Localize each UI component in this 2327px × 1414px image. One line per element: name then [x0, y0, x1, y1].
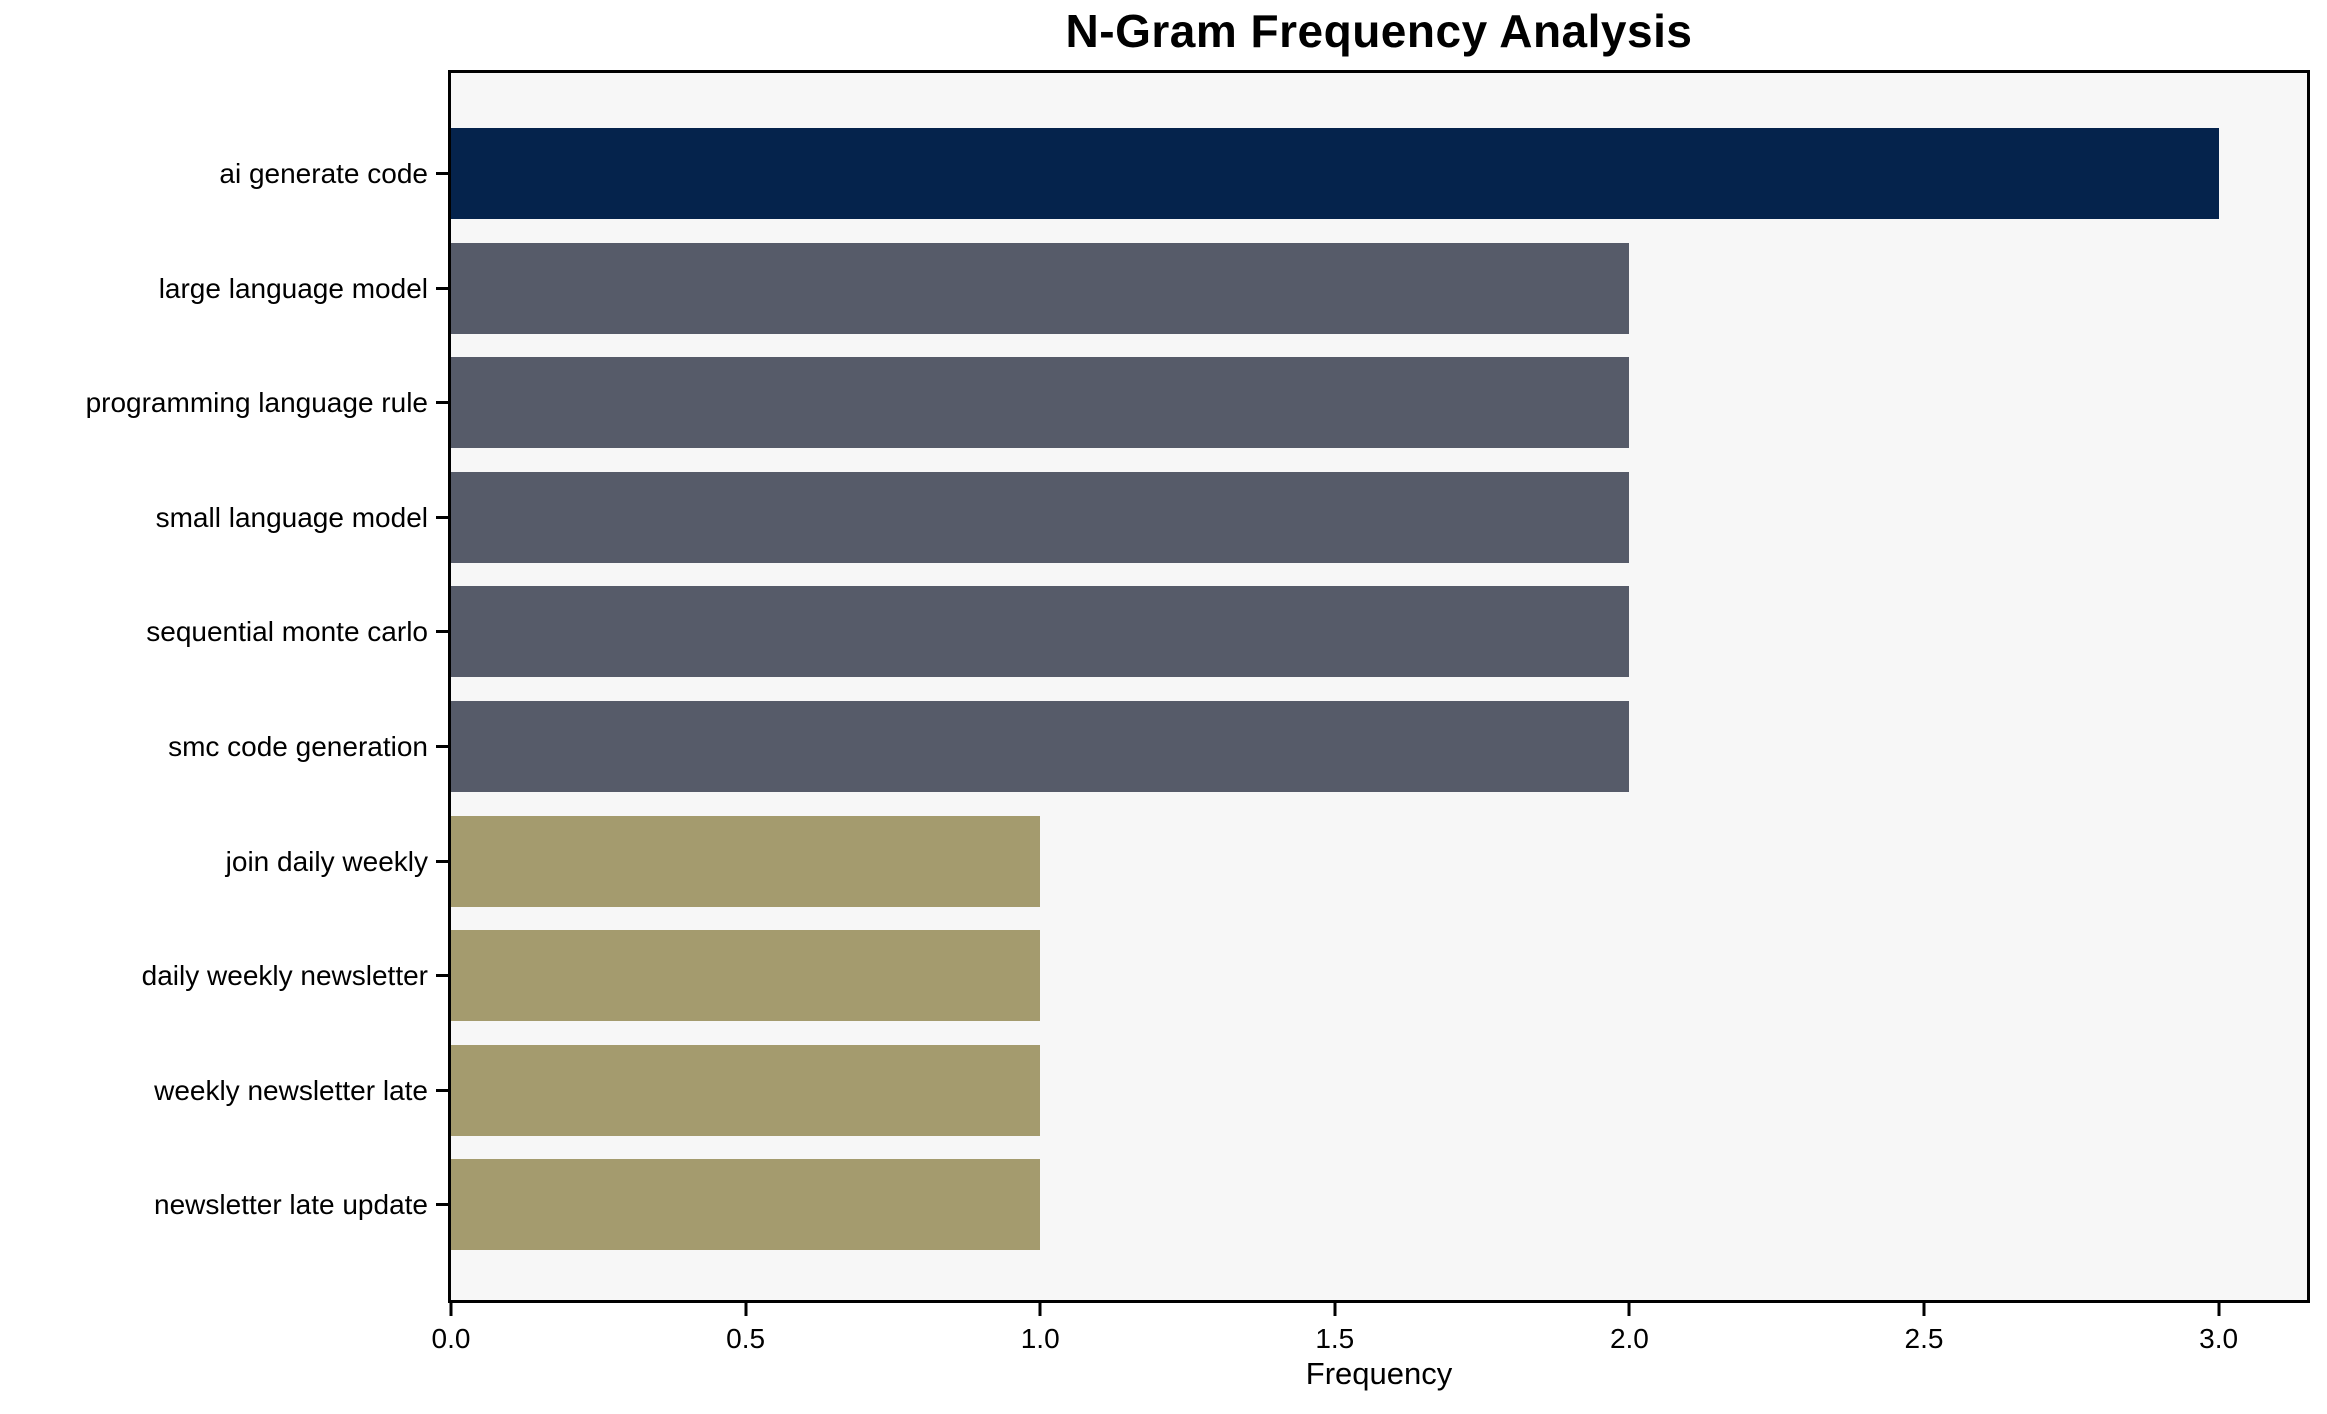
x-tick-label: 1.0: [1020, 1323, 1060, 1354]
x-tick-mark: [1627, 1303, 1631, 1316]
y-tick-mark: [436, 745, 448, 748]
x-tick-label: 0.0: [431, 1323, 471, 1354]
bar: [451, 1044, 1041, 1136]
bar: [451, 586, 1630, 678]
y-tick-mark: [436, 630, 448, 634]
y-tick-label: smc code generation: [168, 731, 428, 762]
bar: [451, 930, 1041, 1022]
x-tick-label: 1.5: [1315, 1323, 1355, 1354]
x-tick-label: 3.0: [2199, 1323, 2239, 1354]
y-tick-label: join daily weekly: [225, 845, 428, 877]
x-tick-label: 0.5: [726, 1323, 766, 1354]
x-tick-label: 2.5: [1904, 1323, 1944, 1354]
y-tick-label: weekly newsletter late: [154, 1074, 428, 1106]
y-axis-labels: ai generate code large language model prog…: [0, 73, 448, 1300]
x-axis-ticks: 0.0 0.5 1.0 1.5 2.0 2.5 3.0: [432, 1303, 2307, 1393]
y-tick-label: small language model: [155, 501, 428, 533]
y-tick-mark: [436, 859, 448, 863]
y-tick-label: sequential monte carlo: [146, 616, 428, 648]
y-tick-label: programming language rule: [85, 387, 428, 419]
bars-layer: [451, 73, 2307, 1300]
y-tick-mark: [436, 286, 448, 290]
y-tick-label: newsletter late update: [154, 1189, 428, 1221]
y-tick-mark: [436, 401, 448, 405]
x-tick-mark: [449, 1303, 453, 1316]
x-tick-mark: [2217, 1303, 2221, 1316]
y-tick-label: ai generate code: [219, 158, 428, 189]
x-tick-mark: [744, 1303, 748, 1316]
x-tick-mark: [1922, 1303, 1926, 1316]
x-tick-label: 2.0: [1609, 1323, 1649, 1354]
y-tick-mark: [436, 974, 448, 978]
bar: [451, 701, 1630, 792]
y-tick-label: large language model: [158, 272, 428, 304]
y-tick-mark: [436, 1088, 448, 1092]
bar: [451, 242, 1630, 334]
chart-title: N-Gram Frequency Analysis: [1065, 5, 1693, 57]
x-tick-mark: [1333, 1303, 1337, 1316]
y-tick-mark: [436, 1203, 448, 1207]
y-tick-mark: [436, 515, 448, 519]
x-axis-label: Frequency: [1305, 1356, 1453, 1391]
bar: [451, 357, 1630, 449]
x-tick-mark: [1038, 1303, 1042, 1316]
bar: [451, 1159, 1041, 1251]
plot-area: [448, 70, 2310, 1303]
y-tick-label: daily weekly newsletter: [141, 960, 428, 992]
bar: [451, 815, 1041, 907]
bar: [451, 128, 2219, 219]
bar: [451, 471, 1630, 563]
y-tick-mark: [436, 172, 448, 175]
